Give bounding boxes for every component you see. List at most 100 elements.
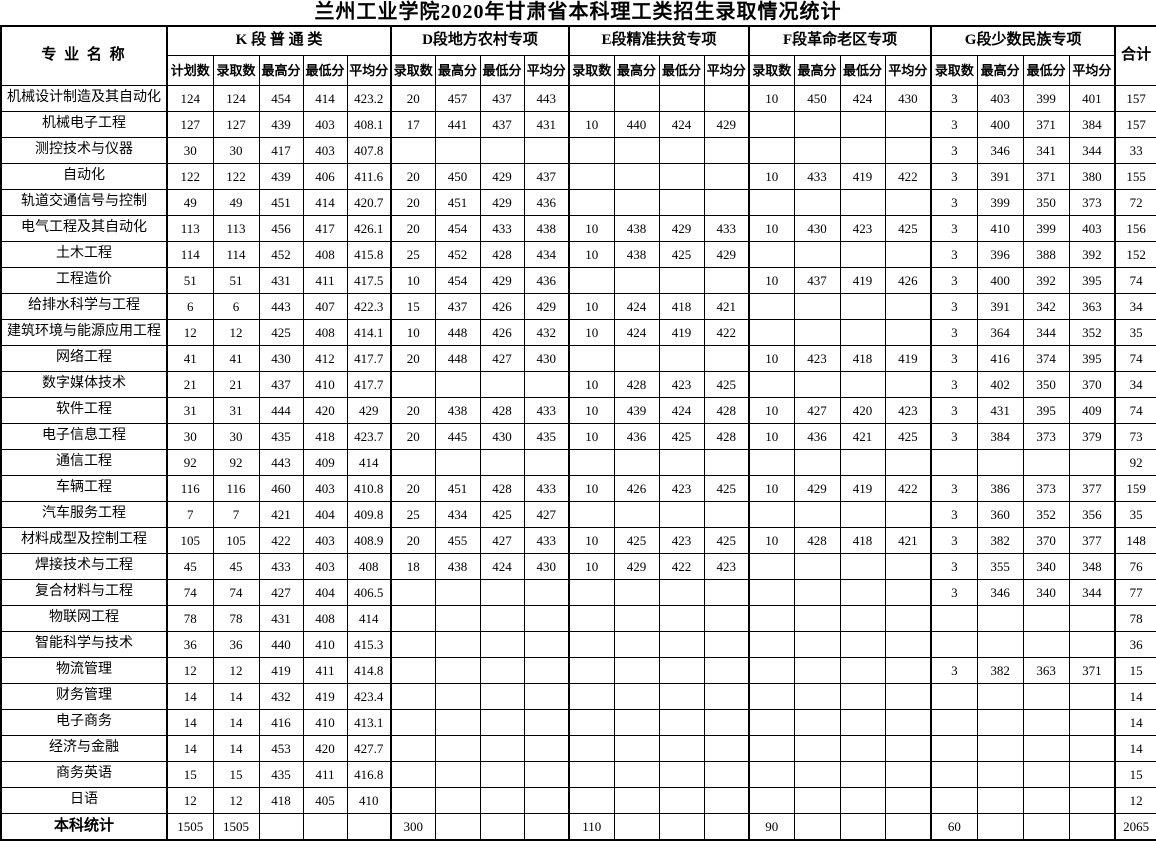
value-cell: 409.8 xyxy=(346,501,392,528)
value-cell xyxy=(703,605,750,632)
value-cell xyxy=(793,787,841,814)
value-cell xyxy=(658,163,705,190)
value-cell xyxy=(302,813,348,841)
value-cell: 10 xyxy=(748,345,795,372)
value-cell: 423 xyxy=(703,553,750,580)
value-cell: 124 xyxy=(212,85,260,112)
value-cell: 451 xyxy=(434,189,481,216)
value-cell xyxy=(793,241,841,268)
value-cell xyxy=(568,137,615,164)
col-header: 最低分 xyxy=(839,55,886,86)
value-cell: 408 xyxy=(302,605,348,632)
value-cell: 454 xyxy=(258,85,304,112)
value-cell xyxy=(568,657,615,684)
value-cell: 441 xyxy=(434,111,481,138)
value-cell xyxy=(568,735,615,762)
value-cell: 12 xyxy=(166,319,214,346)
value-cell xyxy=(613,605,660,632)
value-cell xyxy=(884,501,932,528)
major-name-cell: 材料成型及控制工程 xyxy=(0,527,168,554)
value-cell: 410 xyxy=(346,787,392,814)
value-cell xyxy=(658,709,705,736)
value-cell: 419 xyxy=(839,163,886,190)
value-cell: 406.5 xyxy=(346,579,392,606)
value-cell: 155 xyxy=(1114,163,1156,190)
value-cell xyxy=(613,683,660,710)
major-name-cell: 给排水科学与工程 xyxy=(0,293,168,320)
value-cell xyxy=(839,813,886,841)
value-cell xyxy=(434,735,481,762)
value-cell: 49 xyxy=(166,189,214,216)
major-name-cell: 焊接技术与工程 xyxy=(0,553,168,580)
value-cell xyxy=(793,631,841,658)
value-cell xyxy=(748,293,795,320)
value-cell xyxy=(390,683,436,710)
value-cell xyxy=(703,631,750,658)
value-cell: 422.3 xyxy=(346,293,392,320)
value-cell: 35 xyxy=(1114,501,1156,528)
value-cell xyxy=(479,813,525,841)
value-cell xyxy=(703,683,750,710)
table-row: 给排水科学与工程 6 6 443 407 422.3 15 437 426 429 10 424 418… xyxy=(0,293,1156,320)
value-cell: 373 xyxy=(1022,475,1070,502)
value-cell xyxy=(884,709,932,736)
value-cell: 418 xyxy=(658,293,705,320)
value-cell: 114 xyxy=(166,241,214,268)
value-cell: 51 xyxy=(212,267,260,294)
value-cell xyxy=(613,85,660,112)
value-cell xyxy=(658,267,705,294)
value-cell: 411 xyxy=(302,657,348,684)
value-cell xyxy=(839,709,886,736)
value-cell xyxy=(434,761,481,788)
value-cell: 377 xyxy=(1068,475,1116,502)
value-cell xyxy=(884,813,932,841)
value-cell: 30 xyxy=(212,423,260,450)
col-header: 录取数 xyxy=(930,55,978,86)
value-cell xyxy=(703,761,750,788)
value-cell xyxy=(748,631,795,658)
value-cell: 425 xyxy=(884,215,932,242)
value-cell: 438 xyxy=(613,241,660,268)
value-cell: 424 xyxy=(658,111,705,138)
value-cell: 424 xyxy=(613,319,660,346)
value-cell xyxy=(793,189,841,216)
table-row: 自动化 122 122 439 406 411.6 20 450 429 437 10 433 419 4… xyxy=(0,163,1156,190)
value-cell: 438 xyxy=(434,553,481,580)
value-cell: 414 xyxy=(346,449,392,476)
major-name-cell: 电子商务 xyxy=(0,709,168,736)
value-cell: 418 xyxy=(839,527,886,554)
value-cell xyxy=(479,605,525,632)
value-cell: 419 xyxy=(839,475,886,502)
value-cell xyxy=(390,761,436,788)
value-cell xyxy=(258,813,304,841)
value-cell: 114 xyxy=(212,241,260,268)
value-cell: 437 xyxy=(479,111,525,138)
value-cell: 15 xyxy=(1114,761,1156,788)
value-cell xyxy=(839,631,886,658)
value-cell: 10 xyxy=(748,423,795,450)
value-cell xyxy=(884,683,932,710)
value-cell xyxy=(613,787,660,814)
value-cell xyxy=(793,319,841,346)
value-cell: 341 xyxy=(1022,137,1070,164)
value-cell: 415.8 xyxy=(346,241,392,268)
value-cell xyxy=(839,735,886,762)
value-cell: 417.7 xyxy=(346,345,392,372)
value-cell xyxy=(793,657,841,684)
value-cell: 34 xyxy=(1114,371,1156,398)
value-cell xyxy=(390,657,436,684)
value-cell: 14 xyxy=(212,709,260,736)
value-cell: 30 xyxy=(166,137,214,164)
value-cell: 416 xyxy=(976,345,1024,372)
value-cell: 408 xyxy=(302,319,348,346)
value-cell: 422 xyxy=(884,475,932,502)
value-cell: 20 xyxy=(390,527,436,554)
value-cell: 419 xyxy=(302,683,348,710)
table-row: 日语 12 12 418 405 410 12 xyxy=(0,787,1156,814)
value-cell: 428 xyxy=(793,527,841,554)
value-cell xyxy=(748,787,795,814)
value-cell: 432 xyxy=(258,683,304,710)
value-cell: 148 xyxy=(1114,527,1156,554)
value-cell: 425 xyxy=(479,501,525,528)
value-cell: 431 xyxy=(523,111,570,138)
